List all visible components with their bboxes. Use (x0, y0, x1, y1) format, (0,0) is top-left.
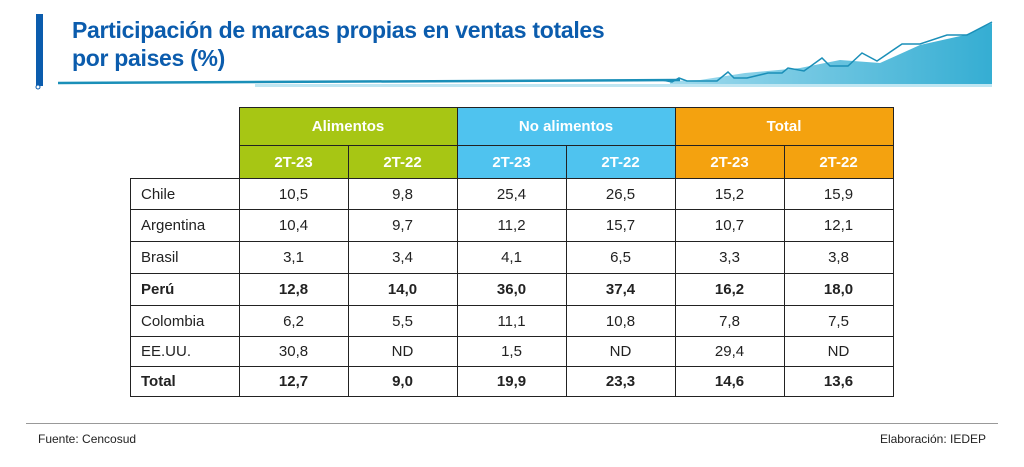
table-row: Brasil 3,1 3,4 4,1 6,5 3,3 3,8 (130, 241, 894, 274)
table-row: EE.UU. 30,8 ND 1,5 ND 29,4 ND (130, 336, 894, 367)
value-cell: 37,4 (565, 273, 676, 306)
value-cell: 12,1 (783, 209, 894, 242)
value-cell: 3,4 (347, 241, 458, 274)
period-header: 2T-22 (783, 145, 894, 179)
value-cell: 3,3 (674, 241, 785, 274)
title-accent-bar (36, 14, 43, 86)
row-label: Brasil (130, 241, 240, 274)
period-header: 2T-23 (674, 145, 785, 179)
value-cell: 9,8 (347, 178, 458, 210)
value-cell: 16,2 (674, 273, 785, 306)
value-cell: 29,4 (674, 336, 785, 367)
footer-source: Fuente: Cencosud (38, 432, 137, 446)
corner-cell (130, 107, 239, 146)
value-cell: 6,5 (565, 241, 676, 274)
period-header: 2T-23 (238, 145, 349, 179)
row-label: Perú (130, 273, 240, 306)
value-cell: 18,0 (783, 273, 894, 306)
value-cell: 14,6 (674, 366, 785, 397)
value-cell: 12,8 (238, 273, 349, 306)
value-cell: 11,1 (456, 305, 567, 337)
row-label: Chile (130, 178, 240, 210)
value-cell: 30,8 (238, 336, 349, 367)
value-cell: 9,0 (347, 366, 458, 397)
value-cell: 13,6 (783, 366, 894, 397)
value-cell: 19,9 (456, 366, 567, 397)
table-row: Total 12,7 9,0 19,9 23,3 14,6 13,6 (130, 366, 894, 397)
value-cell: 12,7 (238, 366, 349, 397)
row-label: Argentina (130, 209, 240, 242)
group-header-no-alimentos: No alimentos (456, 107, 676, 146)
value-cell: 15,7 (565, 209, 676, 242)
value-cell: 25,4 (456, 178, 567, 210)
table-row: Argentina 10,4 9,7 11,2 15,7 10,7 12,1 (130, 209, 894, 242)
value-cell: 1,5 (456, 336, 567, 367)
value-cell: 14,0 (347, 273, 458, 306)
period-header: 2T-22 (565, 145, 676, 179)
value-cell: ND (347, 336, 458, 367)
data-table: Alimentos No alimentos Total 2T-23 2T-22… (130, 107, 894, 397)
value-cell: 7,8 (674, 305, 785, 337)
value-cell: 11,2 (456, 209, 567, 242)
value-cell: ND (565, 336, 676, 367)
table-row: Perú 12,8 14,0 36,0 37,4 16,2 18,0 (130, 273, 894, 306)
row-label: EE.UU. (130, 336, 240, 367)
value-cell: 23,3 (565, 366, 676, 397)
value-cell: 15,2 (674, 178, 785, 210)
row-label: Colombia (130, 305, 240, 337)
value-cell: 6,2 (238, 305, 349, 337)
value-cell: 4,1 (456, 241, 567, 274)
page-title: Participación de marcas propias en venta… (72, 16, 605, 72)
group-header-alimentos: Alimentos (238, 107, 458, 146)
title-line-2: por paises (%) (72, 45, 226, 71)
value-cell: 10,8 (565, 305, 676, 337)
period-header: 2T-23 (456, 145, 567, 179)
value-cell: 36,0 (456, 273, 567, 306)
period-header: 2T-22 (347, 145, 458, 179)
value-cell: 3,8 (783, 241, 894, 274)
value-cell: 10,4 (238, 209, 349, 242)
row-label: Total (130, 366, 240, 397)
value-cell: 5,5 (347, 305, 458, 337)
table-row: Chile 10,5 9,8 25,4 26,5 15,2 15,9 (130, 178, 894, 210)
value-cell: 10,7 (674, 209, 785, 242)
title-line-1: Participación de marcas propias en venta… (72, 17, 605, 43)
footer-credit: Elaboración: IEDEP (879, 432, 986, 446)
value-cell: 15,9 (783, 178, 894, 210)
corner-cell (130, 145, 239, 179)
decorative-trend-line (35, 21, 993, 90)
footer-divider (26, 423, 998, 424)
value-cell: 3,1 (238, 241, 349, 274)
value-cell: ND (783, 336, 894, 367)
value-cell: 9,7 (347, 209, 458, 242)
value-cell: 10,5 (238, 178, 349, 210)
table-row: Colombia 6,2 5,5 11,1 10,8 7,8 7,5 (130, 305, 894, 337)
value-cell: 26,5 (565, 178, 676, 210)
group-header-total: Total (674, 107, 894, 146)
value-cell: 7,5 (783, 305, 894, 337)
